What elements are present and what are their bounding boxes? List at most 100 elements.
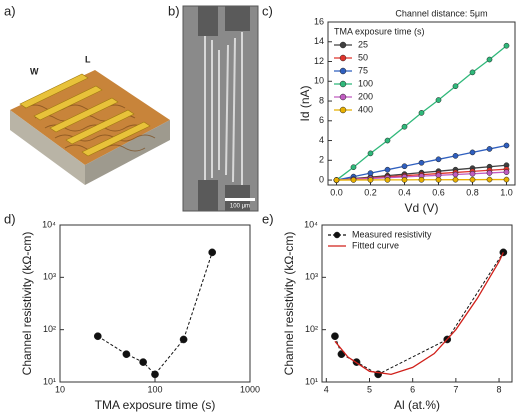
x-tick-label: 0.8 xyxy=(466,187,479,197)
y-tick-label: 10¹ xyxy=(43,376,56,386)
x-axis-label: Vd (V) xyxy=(404,201,438,215)
x-tick-label: 0.2 xyxy=(364,187,377,197)
y-tick-label: 2 xyxy=(319,155,324,165)
data-point xyxy=(350,164,357,171)
scale-bar-label: 100 μm xyxy=(230,204,250,210)
x-axis-label: Al (at.%) xyxy=(394,398,440,412)
legend-marker xyxy=(339,80,347,88)
legend-label: 400 xyxy=(358,104,373,114)
data-point xyxy=(418,110,425,116)
legend-marker xyxy=(333,231,341,239)
data-point xyxy=(122,350,131,359)
y-tick-label: 10³ xyxy=(305,272,318,282)
x-tick-label: 7 xyxy=(453,384,458,394)
legend-marker xyxy=(339,93,347,101)
y-tick-label: 14 xyxy=(314,36,324,46)
data-point xyxy=(435,156,442,163)
y-tick-label: 8 xyxy=(319,95,324,105)
data-point xyxy=(384,137,391,144)
y-tick-label: 10⁴ xyxy=(304,219,318,229)
legend-title: TMA exposure time (s) xyxy=(334,26,425,36)
legend-label: 50 xyxy=(358,52,368,62)
series-line xyxy=(334,252,504,376)
data-point xyxy=(486,146,493,152)
data-point xyxy=(469,170,476,177)
x-tick-label: 10 xyxy=(55,384,65,394)
x-tick-label: 0.6 xyxy=(432,187,445,197)
data-point xyxy=(469,69,476,76)
y-tick-label: 16 xyxy=(314,16,324,26)
legend-marker xyxy=(339,41,347,49)
y-axis-label: Channel resistivity (kΩ-cm) xyxy=(282,232,296,376)
legend-label: 75 xyxy=(358,65,368,75)
y-tick-label: 6 xyxy=(319,115,324,125)
data-point xyxy=(151,370,159,379)
x-tick-label: 0.0 xyxy=(330,187,343,197)
plot-frame xyxy=(59,224,251,383)
data-point xyxy=(367,177,374,183)
panel-label: e) xyxy=(262,211,274,226)
data-point xyxy=(503,142,510,149)
series-line xyxy=(97,252,213,376)
data-point xyxy=(401,123,408,130)
data-point xyxy=(139,358,147,366)
sem-image xyxy=(182,5,259,212)
y-tick-label: 10² xyxy=(43,324,56,334)
legend-marker xyxy=(339,67,347,75)
data-point xyxy=(367,170,374,176)
series-line xyxy=(334,252,504,375)
data-point xyxy=(452,171,459,178)
legend-label: 200 xyxy=(358,91,373,101)
panel-label: b) xyxy=(168,3,180,18)
y-tick-label: 10 xyxy=(314,76,324,86)
x-tick-label: 1000 xyxy=(240,384,260,394)
data-point xyxy=(486,176,493,183)
data-point xyxy=(452,83,459,90)
x-tick-label: 6 xyxy=(410,384,415,394)
x-tick-label: 100 xyxy=(147,384,162,394)
x-tick-label: 1.0 xyxy=(500,187,513,197)
y-tick-label: 10¹ xyxy=(305,376,318,386)
data-point xyxy=(469,176,476,183)
legend-label: Fitted curve xyxy=(352,240,399,250)
data-point xyxy=(179,335,188,344)
legend-marker xyxy=(339,106,347,114)
legend-marker xyxy=(339,54,347,62)
y-axis-label: Id (nA) xyxy=(298,85,312,121)
data-point xyxy=(418,159,425,166)
data-point xyxy=(435,176,442,183)
data-point xyxy=(331,332,339,341)
y-tick-label: 4 xyxy=(319,135,324,145)
data-point xyxy=(503,169,510,176)
y-axis-label: Channel resistivity (kΩ-cm) xyxy=(20,232,34,376)
data-point xyxy=(384,166,391,173)
data-point xyxy=(208,248,217,257)
data-point xyxy=(469,149,476,156)
data-point xyxy=(93,332,102,341)
data-point xyxy=(367,150,374,157)
y-tick-label: 10⁴ xyxy=(42,219,56,229)
data-point xyxy=(452,176,459,183)
x-tick-label: 8 xyxy=(497,384,502,394)
data-point xyxy=(418,176,425,183)
data-point xyxy=(401,177,408,183)
data-point xyxy=(486,170,493,176)
x-tick-label: 5 xyxy=(367,384,372,394)
panel-label: a) xyxy=(4,3,16,18)
panel-label: d) xyxy=(4,211,16,226)
data-point xyxy=(350,177,357,183)
plot-frame xyxy=(327,21,516,186)
data-point xyxy=(503,176,510,183)
x-tick-label: 4 xyxy=(324,384,329,394)
data-point xyxy=(503,42,510,49)
device-illustration xyxy=(10,70,170,185)
y-tick-label: 10³ xyxy=(43,272,56,282)
legend-label: 100 xyxy=(358,78,373,88)
x-tick-label: 0.4 xyxy=(398,187,411,197)
data-point xyxy=(435,97,442,103)
data-point xyxy=(452,153,459,159)
y-tick-label: 12 xyxy=(314,56,324,66)
panel-label: c) xyxy=(262,3,273,18)
